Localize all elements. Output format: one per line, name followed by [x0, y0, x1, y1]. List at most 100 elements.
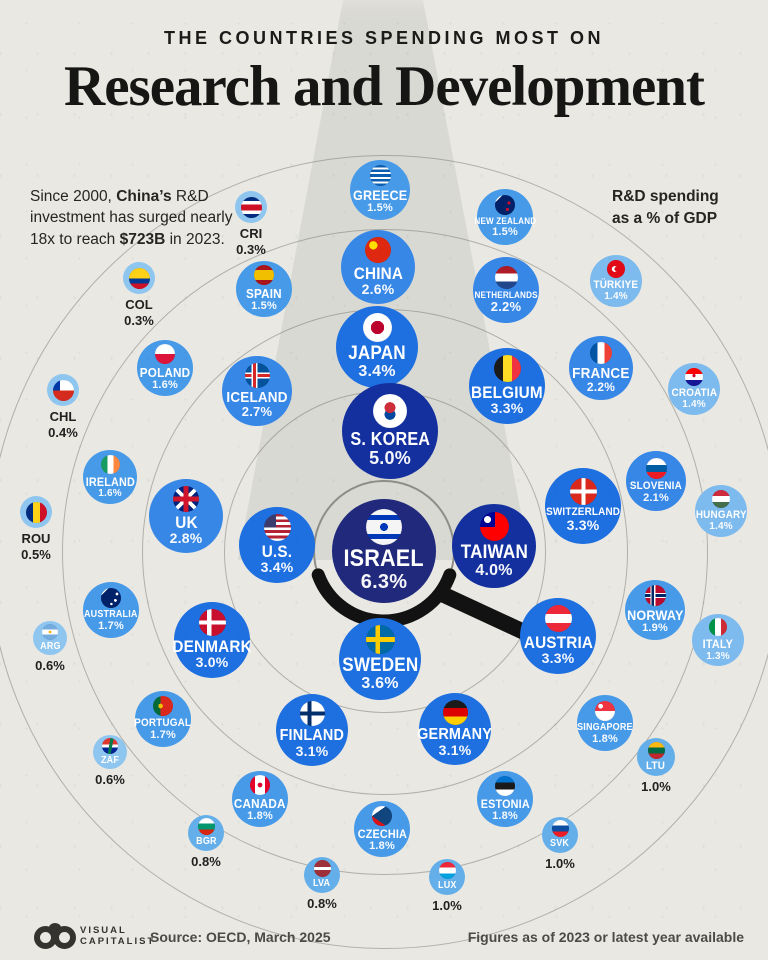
kicker-title: THE COUNTRIES SPENDING MOST ON — [163, 28, 605, 48]
flag-icon-japan — [362, 312, 392, 342]
country-name: NORWAY — [626, 607, 684, 624]
flag-icon-greece — [369, 165, 391, 187]
country-bubble-zaf: ZAF — [93, 735, 127, 769]
country-name: TÜRKIYE — [593, 278, 639, 291]
country-bubble-spain: SPAIN 1.5% — [236, 261, 292, 317]
footer: VISUAL CAPITALIST Source: OECD, March 20… — [0, 916, 768, 960]
country-name: TAIWAN — [460, 541, 528, 563]
country-bubble-hungary: HUNGARY 1.4% — [695, 485, 747, 537]
flag-icon-arg — [42, 623, 58, 640]
country-bubble-chl — [47, 374, 79, 406]
country-name: LTU — [646, 759, 666, 772]
flag-icon-ltu — [647, 741, 665, 759]
country-sublabel-ltu: 1.0% — [641, 779, 671, 794]
country-name: CROATIA — [671, 386, 717, 399]
country-name: LVA — [313, 878, 331, 890]
country-name: SWEDEN — [341, 654, 419, 676]
country-bubble-uk: UK 2.8% — [149, 479, 223, 553]
country-value: 1.4% — [682, 399, 706, 411]
flag-icon-rou — [25, 501, 47, 523]
flag-icon-zaf — [102, 737, 118, 754]
country-bubble-portugal: PORTUGAL 1.7% — [135, 691, 191, 747]
flag-icon-finland — [299, 700, 325, 726]
flag-icon-estonia — [495, 775, 515, 796]
country-value: 1.5% — [492, 226, 518, 239]
country-value: 2.7% — [241, 403, 273, 419]
figures-note: Figures as of 2023 or latest year availa… — [467, 929, 744, 945]
country-bubble-finland: FINLAND 3.1% — [276, 694, 348, 766]
country-value: 4.0% — [475, 562, 513, 580]
country-value: 1.6% — [152, 379, 178, 392]
flag-icon-hungary — [712, 489, 730, 508]
visual-capitalist-logo[interactable]: VISUAL CAPITALIST — [34, 923, 155, 951]
country-bubble-s-korea: S. KOREA 5.0% — [342, 383, 438, 479]
flag-icon-canada — [250, 775, 270, 796]
country-sublabel-rou: ROU 0.5% — [21, 531, 51, 562]
country-value: 3.6% — [361, 675, 399, 693]
country-value: 1.8% — [492, 809, 518, 822]
flag-icon-denmark — [198, 609, 226, 636]
country-value: 1.8% — [592, 732, 618, 745]
flag-icon-netherlands — [494, 265, 518, 289]
brand-line2: CAPITALIST — [80, 936, 156, 947]
country-name: BELGIUM — [471, 383, 543, 402]
country-name: ESTONIA — [480, 796, 530, 811]
china-annotation: Since 2000, China’s R&D investment has s… — [30, 188, 233, 248]
country-name: CANADA — [234, 796, 286, 812]
flag-icon-switzerland — [569, 478, 597, 506]
flag-icon-italy — [709, 618, 727, 637]
country-name: S. KOREA — [350, 428, 430, 449]
country-bubble-ltu: LTU — [637, 738, 675, 776]
country-name: GERMANY — [417, 725, 493, 743]
country-sublabel-svk: 1.0% — [545, 856, 575, 871]
country-value: 3.3% — [541, 650, 575, 667]
flag-icon-ireland — [100, 454, 120, 474]
country-name: ZAF — [100, 754, 120, 766]
country-bubble-australia: AUSTRALIA 1.7% — [83, 582, 139, 638]
country-value: 1.8% — [369, 839, 395, 852]
country-name: U.S. — [261, 542, 293, 561]
country-name: ARG — [39, 640, 61, 652]
brand-line1: VISUAL — [80, 925, 127, 937]
country-name: LUX — [437, 880, 457, 892]
flag-icon-svk — [551, 820, 569, 838]
country-value: 3.1% — [295, 742, 329, 759]
country-bubble-iceland: ICELAND 2.7% — [222, 356, 292, 426]
country-bubble-japan: JAPAN 3.4% — [336, 306, 418, 388]
country-name: NETHERLANDS — [474, 289, 538, 300]
country-sublabel-lva: 0.8% — [307, 896, 337, 911]
flag-icon-spain — [254, 265, 274, 286]
country-value: 1.4% — [709, 521, 733, 533]
country-bubble-china: CHINA 2.6% — [341, 230, 415, 304]
country-name: HUNGARY — [695, 508, 747, 521]
flag-icon-singapore — [595, 700, 615, 721]
country-bubble-croatia: CROATIA 1.4% — [668, 363, 720, 415]
country-sublabel-arg: 0.6% — [35, 658, 65, 673]
country-value: 2.8% — [169, 529, 203, 546]
flag-icon-new-zealand — [495, 195, 515, 216]
country-bubble-estonia: ESTONIA 1.8% — [477, 771, 533, 827]
country-bubble-belgium: BELGIUM 3.3% — [469, 348, 545, 424]
country-bubble-singapore: SINGAPORE 1.8% — [577, 695, 633, 751]
country-name: ISRAEL — [343, 544, 425, 572]
country-name: CHINA — [353, 263, 403, 283]
country-sublabel-cri: CRI 0.3% — [236, 226, 266, 257]
country-bubble-france: FRANCE 2.2% — [569, 336, 633, 400]
country-value: 2.2% — [586, 379, 616, 394]
flag-icon-col — [128, 267, 150, 289]
country-bubble-austria: AUSTRIA 3.3% — [520, 598, 596, 674]
flag-icon-lux — [438, 862, 456, 880]
country-name: ITALY — [702, 637, 734, 652]
country-bubble-taiwan: TAIWAN 4.0% — [452, 504, 536, 588]
country-bubble-slovenia: SLOVENIA 2.1% — [626, 451, 686, 511]
country-value: 6.3% — [360, 571, 408, 594]
country-bubble-denmark: DENMARK 3.0% — [172, 602, 252, 678]
country-bubble-turkiye: TÜRKIYE 1.4% — [590, 255, 642, 307]
country-value: 3.4% — [260, 559, 294, 576]
flag-icon-china — [365, 236, 391, 263]
country-name: CZECHIA — [357, 826, 407, 841]
metric-annotation-line2: as a % of GDP — [612, 209, 718, 227]
country-name: POLAND — [139, 365, 191, 381]
flag-icon-france — [590, 341, 612, 364]
